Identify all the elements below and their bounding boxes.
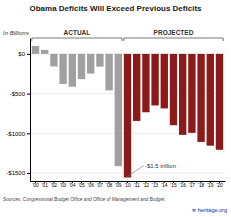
x-tick-label: '18 — [198, 183, 205, 188]
series-headers: ACTUAL PROJECTED — [32, 29, 223, 41]
x-tick-label: '06 — [88, 183, 95, 188]
bar — [59, 54, 66, 84]
x-tick: '07 — [97, 181, 104, 188]
x-tick-label: '03 — [60, 183, 67, 188]
y-tick-mark — [27, 133, 30, 134]
x-tick: '19 — [207, 181, 214, 188]
bar — [207, 54, 214, 146]
x-tick: '18 — [198, 181, 205, 188]
x-axis-line — [31, 181, 226, 182]
bracket — [32, 38, 122, 41]
bar — [41, 50, 48, 54]
bar — [105, 54, 112, 90]
x-tick-label: '02 — [51, 183, 58, 188]
x-tick: '12 — [143, 181, 150, 188]
bar — [96, 54, 103, 67]
bars — [32, 46, 223, 178]
y-tick: -$500 — [10, 91, 30, 97]
title: Obama Deficits Will Exceed Previous Defi… — [30, 4, 203, 13]
x-tick-label: '15 — [170, 183, 177, 188]
source: Sources: Congressional Budget Office and… — [3, 197, 166, 202]
x-tick: '02 — [51, 181, 58, 188]
y-axis-line — [30, 39, 31, 182]
x-axis: '00'01'02'03'04'05'06'07'08'09'10'11'12'… — [31, 181, 226, 188]
y-tick: -$1500 — [6, 170, 30, 176]
y-axis-label: In Billions — [3, 30, 29, 36]
x-tick: '03 — [60, 181, 67, 188]
x-tick: '20 — [216, 181, 223, 188]
series-label: PROJECTED — [154, 29, 194, 36]
credit: ☣ heritage.org — [191, 207, 227, 213]
annotation-leader — [128, 166, 144, 177]
y-tick-label: $0 — [18, 51, 25, 57]
bar — [188, 54, 195, 133]
x-tick: '15 — [170, 181, 177, 188]
x-tick: '09 — [115, 181, 122, 188]
x-tick-label: '08 — [106, 183, 113, 188]
y-tick: -$1000 — [6, 131, 30, 137]
x-tick-label: '16 — [180, 183, 187, 188]
x-tick: '10 — [124, 181, 131, 188]
x-tick-label: '10 — [124, 183, 131, 188]
bar — [50, 54, 57, 67]
x-tick: '16 — [180, 181, 187, 188]
bar — [151, 54, 158, 106]
x-tick-label: '17 — [189, 183, 196, 188]
x-tick: '06 — [88, 181, 95, 188]
x-tick-label: '13 — [152, 183, 159, 188]
x-tick: '04 — [69, 181, 76, 188]
y-axis: $0 -$500 -$1000 -$1500 — [6, 39, 30, 182]
y-tick-mark — [27, 173, 30, 174]
y-tick-label: -$500 — [10, 91, 26, 97]
y-tick-mark — [27, 54, 30, 55]
y-tick: $0 — [18, 51, 30, 57]
x-tick-label: '04 — [69, 183, 76, 188]
x-tick: '11 — [134, 181, 140, 188]
x-tick-label: '12 — [143, 183, 150, 188]
y-tick-label: -$1500 — [6, 170, 25, 176]
bar — [179, 54, 186, 135]
bracket — [124, 38, 223, 41]
bar — [133, 54, 140, 121]
x-tick: '01 — [42, 181, 49, 188]
series-label: ACTUAL — [64, 29, 91, 36]
x-tick-label: '11 — [134, 183, 140, 188]
bar — [115, 54, 122, 166]
x-tick-label: '05 — [78, 183, 85, 188]
plot: $0 -$500 -$1000 -$1500 '00'01'02'03'04'05'06… — [6, 29, 225, 188]
x-tick: '14 — [161, 181, 168, 188]
x-tick: '17 — [189, 181, 196, 188]
bar — [32, 46, 39, 54]
bar — [78, 54, 85, 79]
y-tick-mark — [27, 94, 30, 95]
bar — [69, 54, 76, 87]
bar — [161, 54, 168, 108]
bar — [142, 54, 149, 112]
x-tick-label: '09 — [115, 183, 122, 188]
bar — [197, 54, 204, 142]
bar — [124, 54, 131, 178]
x-tick-label: '00 — [32, 183, 39, 188]
bar — [216, 54, 223, 150]
chart: $0 -$500 -$1000 -$1500 '00'01'02'03'04'05'06… — [0, 0, 231, 217]
x-tick-label: '20 — [216, 183, 223, 188]
annotation: -$1.5 trillion — [145, 163, 176, 169]
x-tick: '00 — [32, 181, 39, 188]
x-tick-label: '14 — [161, 183, 168, 188]
x-tick-label: '01 — [42, 183, 49, 188]
x-tick-label: '07 — [97, 183, 104, 188]
bar — [87, 54, 94, 74]
x-tick: '05 — [78, 181, 85, 188]
x-tick: '13 — [152, 181, 159, 188]
x-tick-label: '19 — [207, 183, 214, 188]
bar — [170, 54, 177, 125]
y-tick-label: -$1000 — [6, 131, 25, 137]
x-tick: '08 — [106, 181, 113, 188]
